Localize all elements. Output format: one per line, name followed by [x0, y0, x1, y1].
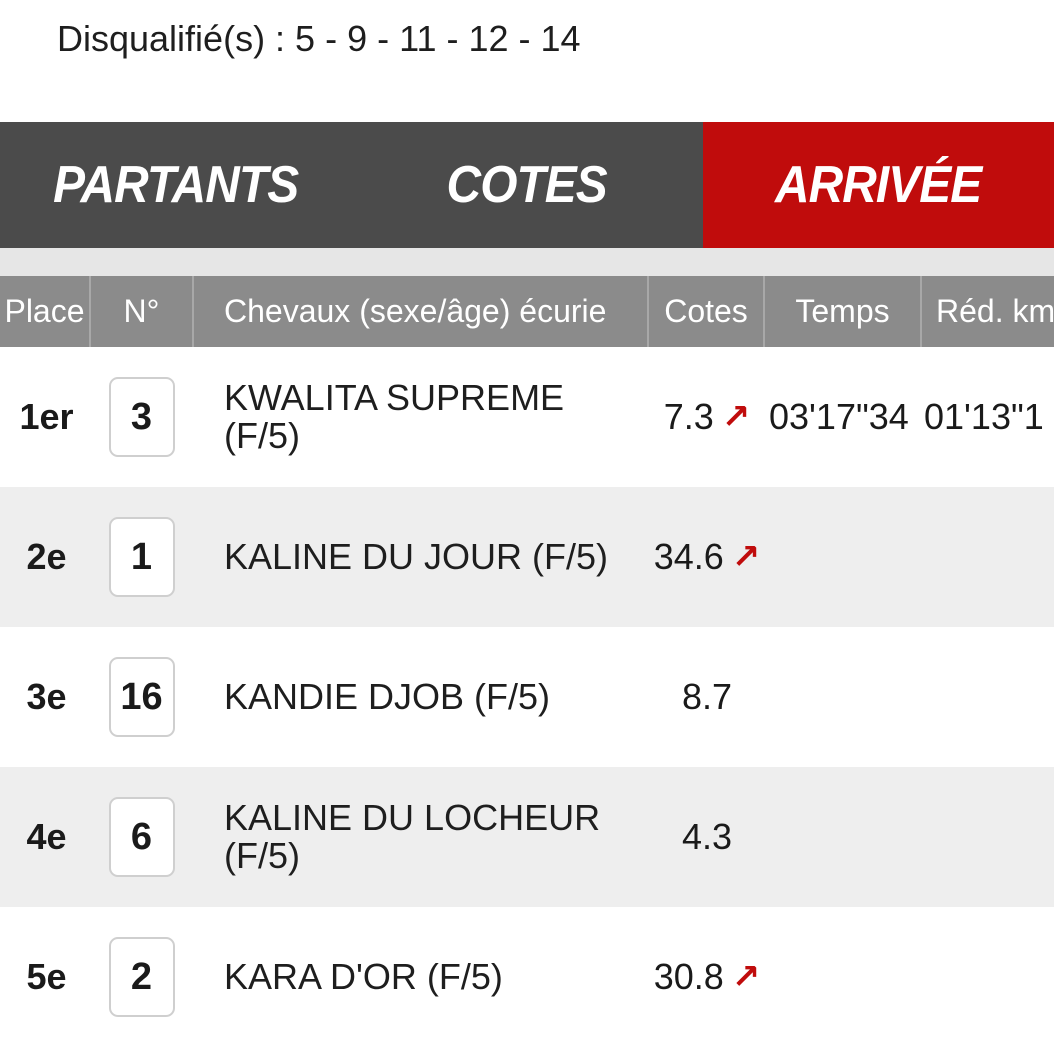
up-arrow-icon: ↗ [721, 398, 751, 436]
time-cell [765, 487, 922, 627]
disqualified-list: Disqualifié(s) : 5 - 9 - 11 - 12 - 14 [57, 18, 581, 59]
table-row[interactable]: 2e 1 KALINE DU JOUR (F/5) 34.6 ↗ [0, 487, 1054, 627]
number-cell: 3 [91, 347, 194, 487]
up-arrow-icon: ↗ [731, 958, 761, 996]
header-reduction-km[interactable]: Réd. km [936, 293, 1054, 329]
time-cell [765, 767, 922, 907]
reduction-km-cell [922, 907, 1054, 1047]
odds-cell: 30.8 ↗ [649, 907, 765, 1047]
place-cell: 4e [26, 816, 67, 857]
horse-number-badge: 6 [108, 797, 175, 877]
horse-name-cell: KWALITA SUPREME (F/5) [194, 347, 649, 487]
horse-number-badge: 16 [108, 657, 175, 737]
number-cell: 1 [91, 487, 194, 627]
table-row[interactable]: 3e 16 KANDIE DJOB (F/5) 8.7 [0, 627, 1054, 767]
time-cell: 03'17"34 [769, 396, 909, 437]
reduction-km-cell [922, 627, 1054, 767]
horse-name: KARA D'OR (F/5) [224, 956, 503, 997]
time-cell [765, 627, 922, 767]
horse-name-cell: KALINE DU JOUR (F/5) [194, 487, 649, 627]
reduction-km-cell: 01'13"1 [924, 396, 1044, 437]
tab-separator [0, 248, 1054, 276]
header-odds[interactable]: Cotes [649, 276, 765, 347]
number-cell: 6 [91, 767, 194, 907]
tab-partants[interactable]: PARTANTS [14, 122, 337, 248]
header-number[interactable]: N° [91, 276, 194, 347]
number-cell: 2 [91, 907, 194, 1047]
time-cell [765, 907, 922, 1047]
tab-cotes-label: COTES [446, 156, 608, 214]
odds-value: 7.3 [663, 396, 714, 437]
odds-value: 30.8 [653, 956, 724, 997]
place-cell: 1er [19, 396, 74, 437]
place-cell: 5e [26, 956, 67, 997]
horse-name: KALINE DU JOUR (F/5) [224, 536, 609, 577]
odds-value: 34.6 [653, 536, 724, 577]
place-cell: 2e [26, 536, 67, 577]
horse-number-badge: 2 [108, 937, 175, 1017]
table-row[interactable]: 5e 2 KARA D'OR (F/5) 30.8 ↗ [0, 907, 1054, 1047]
horse-name: KWALITA SUPREME (F/5) [224, 377, 565, 456]
horse-number-badge: 1 [108, 517, 175, 597]
reduction-km-cell [922, 487, 1054, 627]
table-row[interactable]: 1er 3 KWALITA SUPREME (F/5) 7.3 ↗ 03'17"34 01'… [0, 347, 1054, 487]
place-cell: 3e [26, 676, 67, 717]
tab-bar: PARTANTS COTES ARRIVÉE [0, 122, 1054, 260]
odds-cell: 7.3 ↗ [649, 347, 765, 487]
header-time[interactable]: Temps [765, 276, 922, 347]
up-arrow-icon: ↗ [731, 538, 761, 576]
horse-name-cell: KANDIE DJOB (F/5) [194, 627, 649, 767]
odds-cell: 8.7 [649, 627, 765, 767]
odds-value: 4.3 [681, 816, 733, 857]
horse-number-badge: 3 [108, 377, 175, 457]
horse-name-cell: KARA D'OR (F/5) [194, 907, 649, 1047]
table-header: Place N° Chevaux (sexe/âge) écurie Cotes… [0, 276, 1054, 347]
tab-arrivee-label: ARRIVÉE [775, 156, 982, 214]
tab-partants-label: PARTANTS [53, 156, 299, 214]
horse-name: KALINE DU LOCHEUR (F/5) [224, 797, 601, 876]
odds-cell: 34.6 ↗ [649, 487, 765, 627]
header-horse[interactable]: Chevaux (sexe/âge) écurie [194, 276, 649, 347]
table-row[interactable]: 4e 6 KALINE DU LOCHEUR (F/5) 4.3 [0, 767, 1054, 907]
header-place[interactable]: Place [0, 276, 91, 347]
results-table: Place N° Chevaux (sexe/âge) écurie Cotes… [0, 276, 1054, 1047]
horse-name-cell: KALINE DU LOCHEUR (F/5) [194, 767, 649, 907]
odds-value: 8.7 [681, 676, 733, 717]
reduction-km-cell [922, 767, 1054, 907]
table-body: 1er 3 KWALITA SUPREME (F/5) 7.3 ↗ 03'17"34 01'… [0, 347, 1054, 1047]
odds-cell: 4.3 [649, 767, 765, 907]
number-cell: 16 [91, 627, 194, 767]
tab-cotes[interactable]: COTES [365, 122, 688, 248]
horse-name: KANDIE DJOB (F/5) [224, 676, 551, 717]
tab-arrivee[interactable]: ARRIVÉE [702, 122, 1054, 260]
